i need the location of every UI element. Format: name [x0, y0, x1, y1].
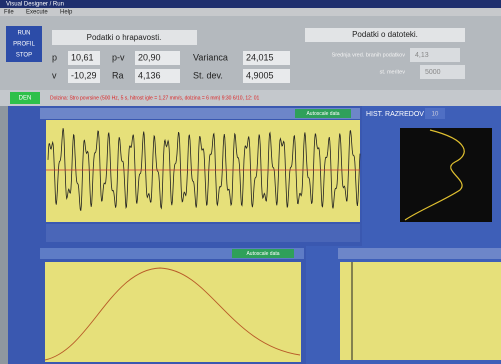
chart-toolbar — [338, 248, 501, 259]
menu-item[interactable]: Help — [60, 10, 73, 16]
plot-area — [45, 262, 301, 362]
section-title: Podatki o hrapavosti. — [87, 33, 162, 42]
field-label: Srednja vred. branih podatkov — [332, 52, 406, 58]
field-value: 10,61 — [71, 52, 94, 62]
chart-footer — [46, 224, 360, 242]
field-value: 24,015 — [246, 52, 274, 62]
side-button[interactable]: RUN — [18, 31, 31, 37]
menu-item[interactable]: File — [4, 10, 14, 16]
field-label: p-v — [112, 52, 125, 62]
field-value: 4,13 — [415, 52, 429, 59]
status-text: Dolzina: Stro povrsine (500 Hz, 5 s, hit… — [50, 95, 259, 101]
autoscale-label: Autoscale data — [246, 251, 279, 257]
field-label: v — [52, 70, 57, 80]
histogram-plot — [400, 128, 492, 222]
field-label: st. meritev — [380, 69, 406, 75]
field-value: -10,29 — [71, 70, 97, 80]
field-label: p — [52, 52, 57, 62]
bins-value: 10 — [432, 112, 439, 118]
side-button[interactable]: PROFIL — [13, 42, 35, 48]
screen: Visual Designer / Run File Execute Help … — [0, 0, 501, 364]
plot-area — [340, 262, 501, 360]
window-title: Visual Designer / Run — [6, 2, 64, 8]
field-value: 20,90 — [138, 52, 161, 62]
histogram-title: HIST. RAZREDOV — [366, 111, 424, 118]
section-title: Podatki o datoteki. — [352, 30, 418, 39]
menu-bar — [0, 8, 501, 16]
field-value: 4,136 — [138, 70, 161, 80]
title-bar — [0, 0, 501, 8]
autoscale-label: Autoscale data — [306, 111, 339, 117]
field-value: 4,9005 — [246, 70, 274, 80]
field-label: St. dev. — [193, 70, 223, 80]
field-label: Varianca — [193, 52, 228, 62]
run-button-label: DEN — [19, 96, 32, 102]
menu-item[interactable]: Execute — [26, 10, 48, 16]
field-value: 5000 — [425, 69, 441, 76]
field-label: Ra — [112, 70, 124, 80]
side-button[interactable]: STOP — [16, 53, 32, 59]
